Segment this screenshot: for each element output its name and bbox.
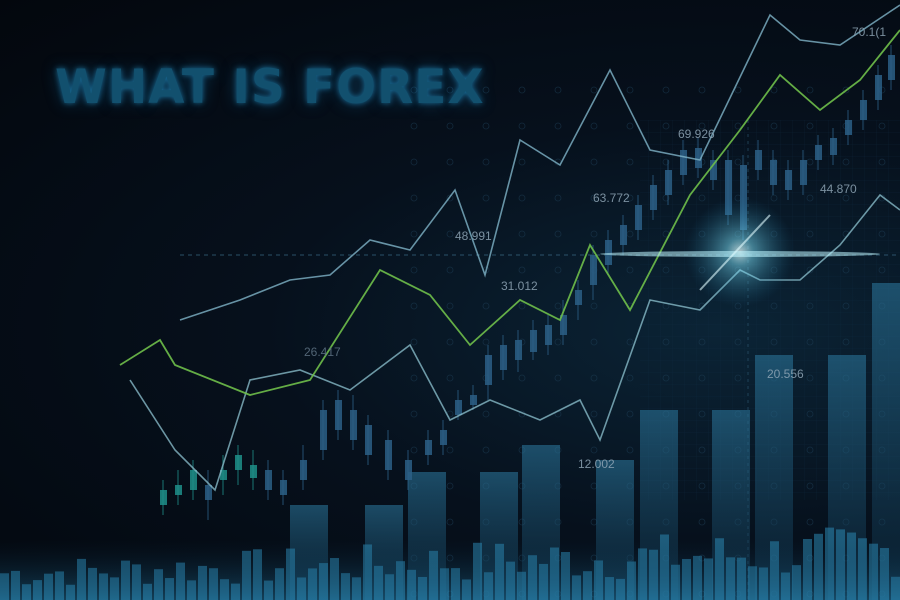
- candlesticks: [160, 45, 895, 520]
- candle-body: [175, 485, 182, 495]
- candle-body: [560, 315, 567, 335]
- candle-body: [190, 470, 197, 490]
- candle-body: [160, 490, 167, 505]
- candle-body: [235, 455, 242, 470]
- value-label: 63.772: [593, 191, 630, 205]
- candle-body: [590, 255, 597, 285]
- light-line-bottom: [129, 193, 900, 492]
- candle-body: [845, 120, 852, 135]
- value-label: 26.417: [304, 345, 341, 359]
- candle-body: [265, 470, 272, 490]
- candle-body: [405, 460, 412, 480]
- candle-body: [635, 205, 642, 230]
- candle-body: [470, 395, 477, 405]
- value-label: 12.002: [578, 457, 615, 471]
- candle-body: [300, 460, 307, 480]
- candle-body: [755, 150, 762, 170]
- candle-body: [515, 340, 522, 360]
- value-label: 44.870: [820, 182, 857, 196]
- value-label: 48.991: [455, 229, 492, 243]
- candle-body: [320, 410, 327, 450]
- candle-body: [545, 325, 552, 345]
- candle-body: [710, 160, 717, 180]
- lens-flare: [600, 197, 880, 307]
- candle-body: [385, 440, 392, 470]
- value-label: 31.012: [501, 279, 538, 293]
- candle-body: [725, 160, 732, 215]
- candle-body: [250, 465, 257, 478]
- candle-body: [365, 425, 372, 455]
- candle-body: [530, 330, 537, 352]
- candle-body: [830, 138, 837, 155]
- candle-body: [620, 225, 627, 245]
- candle-body: [680, 150, 687, 175]
- candle-body: [860, 100, 867, 120]
- value-label: 20.556: [767, 367, 804, 381]
- candle-body: [485, 355, 492, 385]
- candle-body: [875, 75, 882, 100]
- candle-body: [280, 480, 287, 495]
- candle-body: [575, 290, 582, 305]
- candle-body: [335, 400, 342, 430]
- candle-body: [888, 55, 895, 80]
- value-label: 69.926: [678, 127, 715, 141]
- candle-body: [205, 485, 212, 500]
- candle-body: [800, 160, 807, 185]
- value-label: 70.1(1: [852, 25, 886, 39]
- candle-body: [500, 345, 507, 370]
- green-trend-line: [119, 29, 900, 396]
- candle-body: [440, 430, 447, 445]
- candle-body: [770, 160, 777, 185]
- candle-body: [425, 440, 432, 455]
- candle-body: [650, 185, 657, 210]
- candle-body: [815, 145, 822, 160]
- value-labels: 70.1(1 69.926 63.772 44.870 48.991 31.01…: [304, 25, 886, 471]
- floor-glow: [0, 540, 900, 600]
- candle-body: [220, 470, 227, 480]
- candle-body: [605, 240, 612, 265]
- candle-body: [695, 148, 702, 168]
- page-title: WHAT IS FOREX: [55, 60, 485, 115]
- candle-body: [665, 170, 672, 195]
- candle-body: [455, 400, 462, 415]
- candle-body: [350, 410, 357, 440]
- candle-body: [785, 170, 792, 190]
- light-line-top: [179, 4, 900, 321]
